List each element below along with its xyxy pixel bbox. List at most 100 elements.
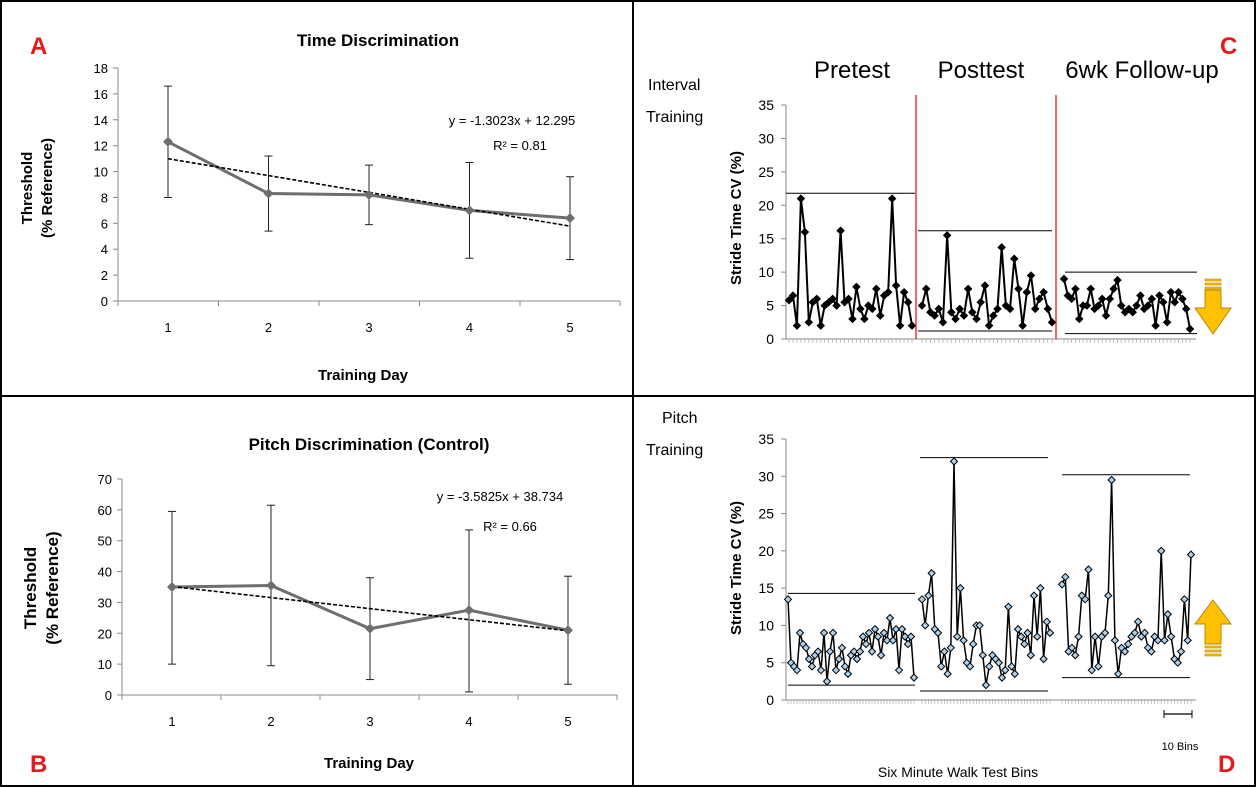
panel-b-y-tick-label: 20 xyxy=(98,626,112,641)
panel-b-ylabel-line2: (% Reference) xyxy=(43,531,62,644)
panel-c-data-point xyxy=(1039,287,1048,297)
panel-d-x-axis-label: Six Minute Walk Test Bins xyxy=(878,764,1038,780)
panel-c-data-point xyxy=(907,321,917,330)
panel-d-data-point xyxy=(1074,632,1083,641)
panel-c-series-line xyxy=(788,198,913,326)
panel-d-data-point xyxy=(959,636,968,645)
panel-d-data-point xyxy=(894,665,904,675)
panel-c-data-point xyxy=(784,295,794,305)
panel-d-data-point xyxy=(1007,662,1016,671)
panel-b-y-tick-label: 30 xyxy=(98,595,112,610)
panel-c-data-point xyxy=(895,321,905,330)
panel-b-pitch-discrimination: Pitch Discrimination (Control) Threshold… xyxy=(21,435,618,772)
panel-c-arrow-stripe xyxy=(1204,286,1222,290)
panel-d-data-point xyxy=(1180,595,1189,604)
panel-d-data-point xyxy=(1000,665,1010,675)
panel-d-data-point xyxy=(783,595,793,604)
panel-d-data-point xyxy=(792,665,802,675)
panel-d-data-point xyxy=(1042,617,1052,626)
panel-d-data-point xyxy=(834,654,844,664)
panel-b-x-axis-label: Training Day xyxy=(324,755,415,772)
panel-c-y-tick-label: 20 xyxy=(758,197,774,213)
panel-c-data-point xyxy=(955,304,965,314)
panel-a-y-tick-label: 2 xyxy=(101,268,108,283)
panel-a-ylabel-line2: (% Reference) xyxy=(39,138,56,238)
panel-d-data-point xyxy=(795,628,805,638)
panel-c-data-point xyxy=(1151,321,1160,330)
panel-d-data-point xyxy=(870,624,880,634)
panel-d-data-point xyxy=(1100,628,1110,638)
panel-d-data-point xyxy=(920,621,930,630)
panel-c-y-tick-label: 5 xyxy=(766,298,774,314)
panel-c-data-point xyxy=(1009,254,1019,264)
panel-d-data-point xyxy=(1110,636,1120,645)
panel-d-data-point xyxy=(1057,580,1067,589)
panel-d-data-point xyxy=(1114,669,1123,679)
panel-c-data-point xyxy=(1071,284,1080,294)
panel-c-data-point xyxy=(844,294,853,304)
panel-d-data-point xyxy=(917,595,927,604)
panel-c-data-point xyxy=(867,304,877,314)
panel-d-data-point xyxy=(876,651,886,660)
panel-b-plot-area: 0 10 20 30 40 50 60 70 1 2 3 4 5 xyxy=(98,472,618,729)
panel-c-y-tick-label: 10 xyxy=(758,264,774,280)
panel-d-data-point xyxy=(909,673,919,682)
panel-d-data-point xyxy=(936,662,946,671)
panel-d-y-tick-label: 15 xyxy=(758,580,774,596)
panel-c-data-point xyxy=(848,314,857,324)
panel-c-data-point xyxy=(947,307,956,317)
panel-d-data-point xyxy=(946,643,956,653)
panel-d-data-point xyxy=(1036,583,1045,593)
panel-c-data-point xyxy=(1158,297,1168,307)
panel-d-data-point xyxy=(855,647,865,656)
panel-c-y-tick-label: 15 xyxy=(758,231,774,247)
panel-c-data-point xyxy=(1101,311,1111,320)
panel-c-data-point xyxy=(988,311,998,320)
panel-c-data-point xyxy=(1105,294,1115,304)
panel-b-x-tick-label: 4 xyxy=(465,714,472,729)
panel-a-data-point xyxy=(263,188,274,199)
panel-c-data-point xyxy=(1059,274,1069,284)
panel-a-x-tick-label: 3 xyxy=(365,320,372,335)
panel-a-data-point xyxy=(464,205,475,216)
panel-c-data-point xyxy=(1014,284,1023,294)
panel-c-data-point xyxy=(980,281,990,290)
panel-d-data-point xyxy=(949,457,959,466)
panel-letter-c: C xyxy=(1220,33,1237,60)
panel-d-data-point xyxy=(981,680,991,690)
panel-b-title: Pitch Discrimination (Control) xyxy=(249,435,490,454)
panel-d-data-point xyxy=(897,624,907,634)
panel-a-y-tick-label: 12 xyxy=(94,139,108,154)
panel-a-data-point xyxy=(364,189,374,200)
panel-a-x-tick-label: 4 xyxy=(466,320,473,335)
panel-d-data-point xyxy=(1107,475,1116,485)
panel-c-data-point xyxy=(993,304,1002,314)
panel-c-data-point xyxy=(972,314,981,324)
panel-d-trend-up-arrow xyxy=(1194,599,1232,645)
panel-c-plot-area: 0 5 10 15 20 25 30 35 xyxy=(758,95,1232,347)
panel-b-y-tick-label: 60 xyxy=(98,503,112,518)
panel-a-y-tick-label: 16 xyxy=(94,87,108,102)
panel-d-data-point xyxy=(900,632,910,641)
panel-d-data-point xyxy=(1157,546,1166,556)
panel-c-data-point xyxy=(1018,321,1027,330)
panel-d-arrow-stripe xyxy=(1204,649,1222,653)
panel-c-data-point xyxy=(796,194,806,203)
panel-d-data-point xyxy=(867,647,877,656)
panel-b-data-point xyxy=(266,580,276,591)
panel-c-data-point xyxy=(934,304,944,314)
panel-a-y-axis-label: Threshold (% Reference) xyxy=(19,138,56,238)
panel-c-data-point xyxy=(899,287,909,297)
panel-d-data-point xyxy=(1140,628,1149,638)
panel-c-data-point xyxy=(1047,317,1057,327)
panel-d-data-point xyxy=(1130,628,1139,638)
panel-a-x-tick-label: 1 xyxy=(164,320,171,335)
panel-d-data-point xyxy=(885,613,895,623)
panel-c-data-point xyxy=(976,297,986,307)
panel-c-data-point xyxy=(788,291,798,300)
panel-c-data-point xyxy=(812,294,822,304)
panel-d-data-point xyxy=(1133,617,1143,626)
panel-d-data-point xyxy=(975,621,984,630)
panel-d-data-point xyxy=(1039,654,1048,664)
